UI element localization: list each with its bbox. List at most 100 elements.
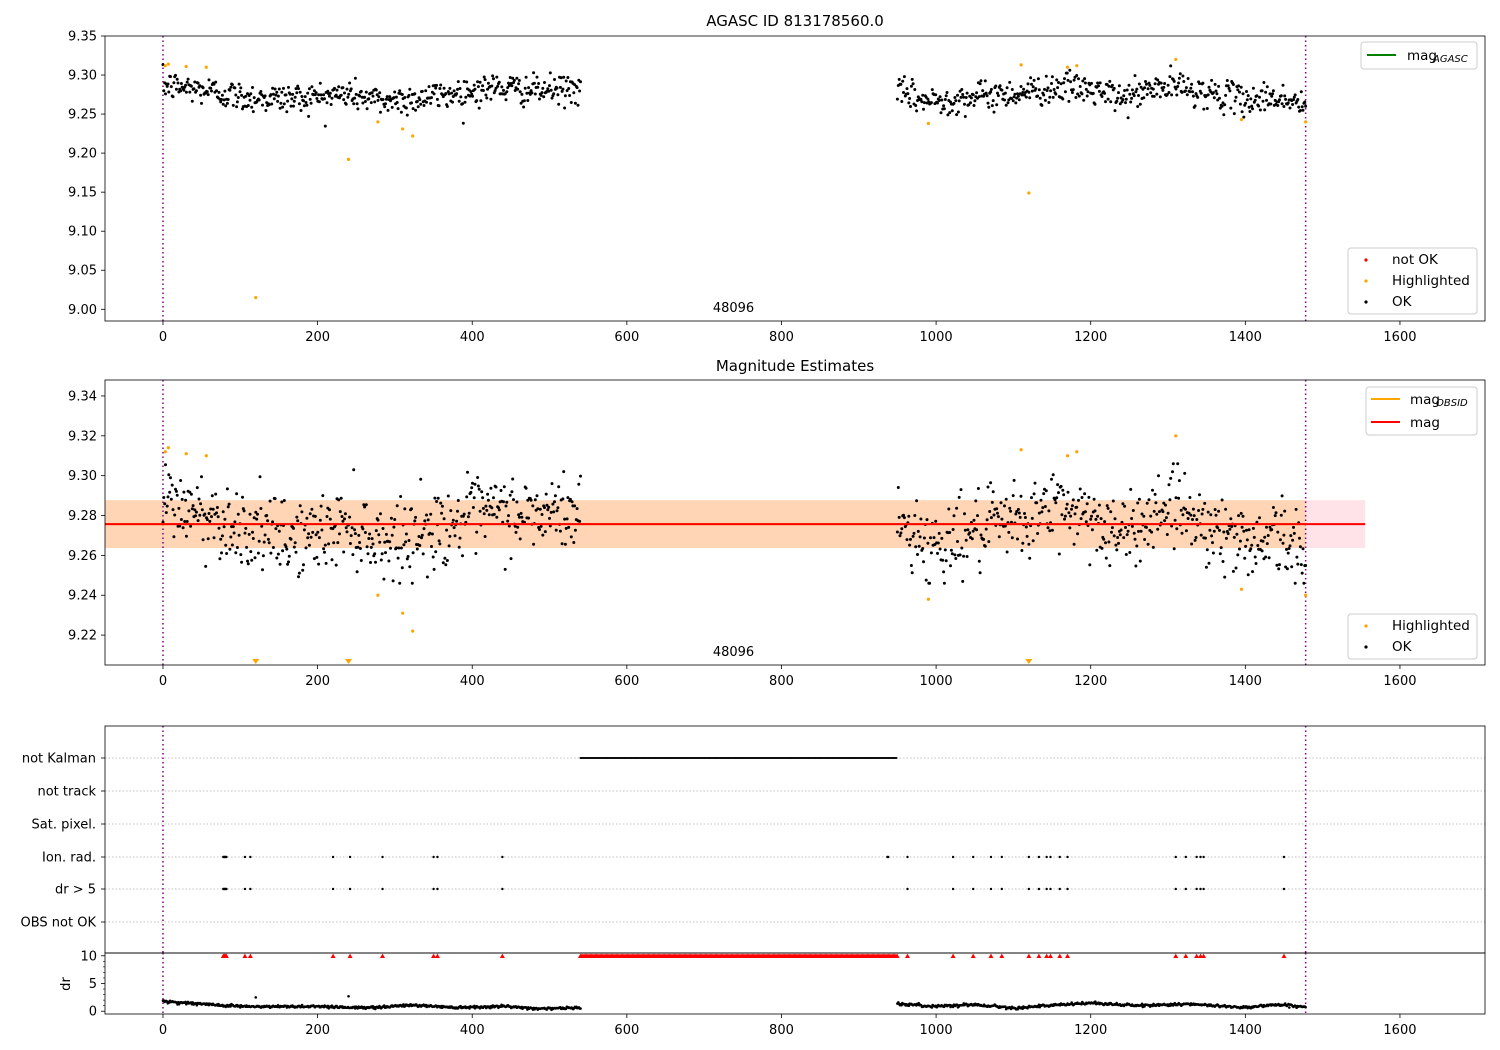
ok-point [220, 93, 224, 97]
flag-point [1066, 855, 1069, 859]
ok-point [1274, 511, 1278, 515]
ok-point [314, 91, 318, 95]
ok-point [1165, 533, 1169, 536]
ok-point [1109, 100, 1113, 104]
ok-point [548, 71, 552, 75]
ok-point [242, 509, 246, 513]
ok-point [987, 105, 991, 109]
ok-point [397, 546, 401, 550]
ok-point [540, 91, 544, 95]
ok-point [496, 84, 500, 88]
ok-point [1191, 518, 1194, 521]
ok-point [907, 514, 911, 518]
ok-point [1050, 477, 1053, 481]
ok-point [414, 515, 418, 519]
ok-point [558, 85, 562, 89]
panel-magnitude-data: 48096 [105, 380, 1366, 665]
ok-point [275, 90, 279, 94]
ok-point [475, 530, 479, 534]
ok-point [326, 89, 330, 93]
flag-point [906, 887, 909, 891]
ok-point [569, 535, 573, 539]
ok-point [465, 495, 469, 499]
ok-point [194, 89, 198, 93]
ok-point [170, 483, 174, 487]
ok-point [902, 513, 905, 517]
ok-point [390, 105, 394, 109]
ok-point [960, 88, 964, 91]
ok-point [305, 516, 309, 520]
ok-point [1069, 80, 1073, 84]
flag-row-label: dr > 5 [55, 883, 96, 898]
ok-point [1258, 95, 1261, 99]
ok-point [1285, 547, 1288, 551]
ok-point [1235, 532, 1239, 536]
ok-point [410, 581, 414, 585]
ok-point [1084, 87, 1088, 91]
ok-point [1245, 90, 1248, 93]
ok-point [1023, 516, 1027, 519]
ok-point [953, 96, 957, 99]
ok-point [1137, 497, 1141, 501]
ok-point [1124, 553, 1128, 556]
ok-point [1218, 528, 1221, 532]
ok-point [512, 498, 515, 502]
ok-point [1271, 92, 1275, 96]
ok-point [196, 519, 200, 523]
ok-point [310, 85, 314, 89]
flag-point [1184, 887, 1188, 891]
ok-point [907, 101, 911, 105]
ok-point [217, 526, 221, 530]
ok-point [289, 104, 293, 108]
ok-point [961, 93, 965, 96]
ok-point [1087, 495, 1091, 499]
ok-point [517, 82, 521, 86]
ok-point [1144, 80, 1147, 83]
ok-point [988, 510, 992, 513]
ok-point [322, 93, 326, 97]
ok-point [538, 528, 541, 531]
x-tick-label: 1200 [1074, 1023, 1107, 1038]
ok-point [919, 97, 923, 101]
ok-point [456, 509, 459, 513]
ok-point [1078, 85, 1082, 88]
ok-point [517, 513, 521, 517]
ok-point [429, 512, 433, 516]
ok-point [482, 512, 486, 516]
legend-label: OK [1392, 639, 1413, 655]
ok-point [267, 541, 271, 545]
ok-point [393, 90, 397, 94]
ok-point [1224, 507, 1228, 511]
ok-point [526, 498, 530, 502]
ok-point [1016, 94, 1020, 98]
ok-point [1148, 83, 1152, 87]
ok-point [285, 547, 289, 551]
ok-point [1130, 96, 1134, 100]
ok-point [174, 73, 177, 77]
ok-point [971, 93, 975, 97]
ok-point [177, 506, 181, 510]
ok-point [368, 532, 372, 536]
ok-point [950, 109, 954, 113]
ok-point [303, 95, 307, 99]
ok-point [579, 474, 582, 478]
ok-point [1249, 97, 1253, 101]
ok-point [399, 546, 403, 550]
ok-point [228, 547, 232, 551]
ok-point [1223, 575, 1227, 579]
ok-point [996, 94, 1000, 98]
ok-point [458, 536, 462, 540]
ok-point [417, 535, 421, 538]
ok-point [998, 84, 1002, 88]
legend-subscript: AGASC [1432, 54, 1468, 65]
dr-point [195, 1003, 199, 1007]
ok-point [330, 96, 334, 100]
ok-point [1260, 89, 1264, 93]
flag-point [972, 887, 975, 891]
ok-point [1278, 538, 1282, 542]
ok-point [411, 551, 415, 555]
ok-point [307, 114, 311, 118]
ok-point [263, 533, 267, 537]
ok-point [1249, 547, 1253, 551]
ok-point [386, 108, 390, 112]
